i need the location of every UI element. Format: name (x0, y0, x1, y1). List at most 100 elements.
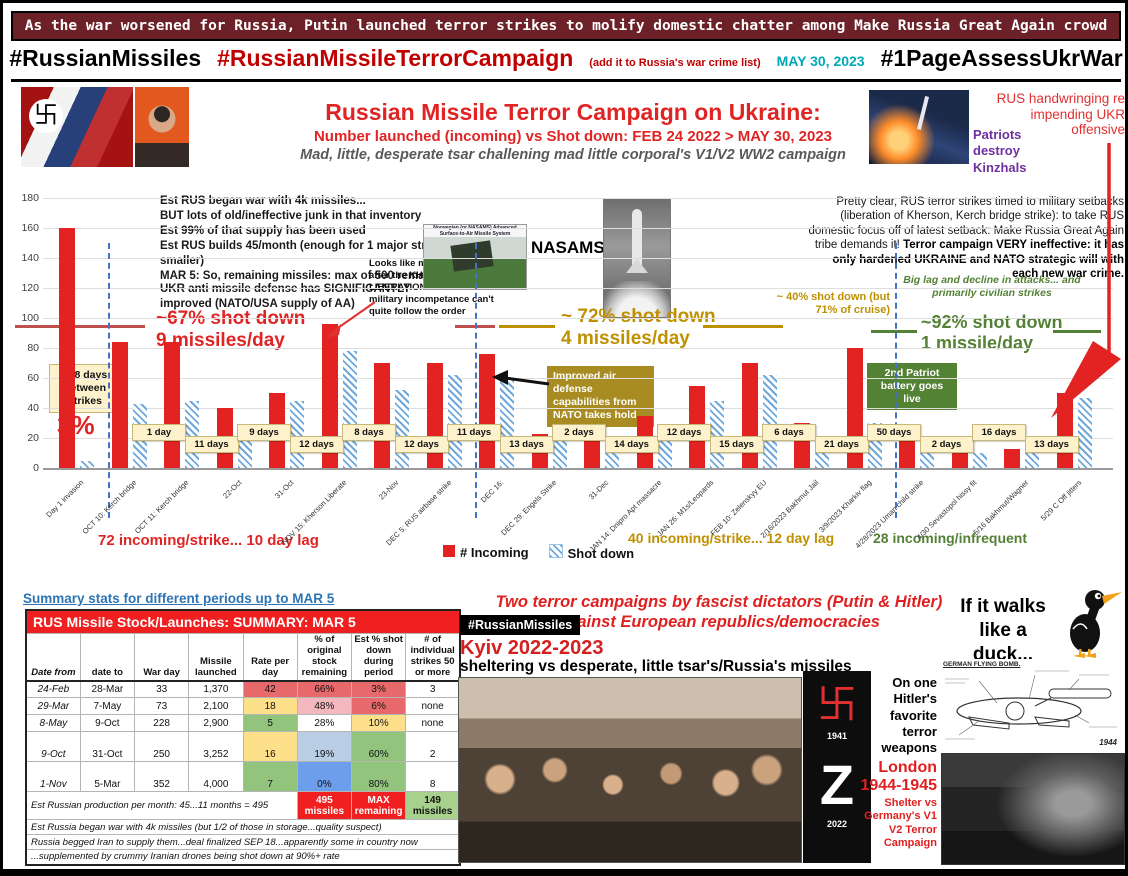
gap-label: 13 days (1024, 436, 1079, 453)
smoke-icon (604, 281, 670, 317)
period1-shotdown-note: ~67% shot down 9 missiles/day (156, 308, 306, 351)
bar-incoming (899, 441, 915, 468)
period-divider (895, 243, 897, 518)
bar-shotdown (290, 400, 304, 468)
summary-table: RUS Missile Stock/Launches: SUMMARY: MAR… (25, 609, 461, 866)
nato-air-defense-box: Improved air defense capabilities from N… (547, 366, 654, 427)
gap-label: 2 days (552, 424, 606, 441)
gap-label: 2 days (919, 436, 974, 453)
data-cell: 5 (242, 714, 298, 733)
data-cell: 2,100 (188, 697, 244, 716)
data-cell: 28-Mar (79, 680, 136, 699)
cruise-note: ~ 40% shot down (but 71% of cruise) (776, 291, 890, 317)
year-1941: 1941 (826, 731, 848, 741)
legend-shotdown: Shot down (548, 544, 634, 561)
gridline (43, 198, 1113, 199)
london-sub: Shelter vs Germany's V1 V2 Terror Campai… (864, 797, 937, 849)
period3-shotdown-note: ~92% shot down 1 missile/day (921, 312, 1063, 353)
gridline (43, 318, 1113, 319)
supply-note-line: Est 99% of that supply has been used (160, 224, 366, 237)
missile-icon (916, 96, 930, 130)
x-axis-label: JAN 26: M1s/Leopards (655, 478, 716, 539)
banner-text: As the war worsened for Russia, Putin la… (24, 18, 1108, 34)
data-cell: 73 (133, 697, 190, 716)
hashtag-1page: #1PageAssessUkrWar (880, 45, 1123, 71)
footer-remaining: 149 missiles (405, 791, 461, 821)
column-header: Date from (25, 632, 81, 682)
hashtag-russianmissiles: #RussianMissiles (9, 45, 202, 71)
gap-label: 11 days (447, 424, 501, 441)
x-axis-label: 23-Nov (377, 478, 401, 502)
bar-shotdown (447, 375, 462, 468)
trendline-green (1053, 330, 1101, 333)
gridline (43, 378, 1113, 379)
y-axis-label: 0 (33, 462, 39, 474)
bar-incoming (1004, 448, 1020, 468)
shelter-subheading: sheltering vs desperate, little tsar's/R… (460, 658, 852, 675)
column-header: Est % shot down during period (350, 632, 407, 682)
column-header: Rate per day (242, 632, 298, 682)
gap-label: 12 days (289, 436, 344, 453)
x-axis-label: 31-Oct (273, 478, 296, 501)
x-axis-label: 4/28/2023 Uman child strike (853, 478, 926, 551)
x-axis-label: 5/29 C Off jitters (1038, 478, 1084, 523)
data-cell: 5-Mar (79, 761, 136, 793)
gridline (43, 468, 1113, 470)
gap-label: 12 days (657, 424, 711, 441)
bar-incoming (1056, 393, 1073, 468)
gap-label: 9 days (237, 424, 291, 441)
data-cell: 2 (405, 731, 461, 763)
data-cell: 0% (296, 761, 353, 793)
x-axis-label: Day 1 invasion (44, 478, 86, 520)
x-axis-label: 3/9/2023 Kharkiv flag (816, 478, 874, 535)
bar-shotdown (1077, 397, 1092, 468)
data-cell: 28% (296, 714, 353, 733)
data-cell: 9-Oct (79, 714, 136, 733)
y-axis-label: 40 (27, 402, 39, 414)
y-axis-label: 160 (21, 222, 39, 234)
y-axis-label: 120 (21, 282, 39, 294)
x-axis-label: 2/16/2023 Bakhmut Jail (758, 478, 821, 540)
fascist-symbols-panel: 卐 1941 Z 2022 (803, 671, 871, 863)
data-cell: 250 (133, 731, 190, 763)
bar-incoming (59, 228, 75, 468)
gridline (43, 288, 1113, 289)
bar-shotdown (710, 400, 724, 468)
gap-label: 13 days (499, 436, 554, 453)
data-cell: 29-Mar (25, 697, 81, 716)
data-cell: 352 (133, 761, 190, 793)
v1-bomb-diagram: GERMAN FLYING BOMB. 1944 (939, 659, 1123, 749)
swastika-icon: 卐 (29, 99, 63, 133)
bar-shotdown (80, 460, 94, 468)
period-divider (475, 243, 477, 518)
bar-shotdown (185, 400, 199, 468)
duck-heading: If it walks like a duck... (960, 596, 1046, 665)
data-cell: 228 (133, 714, 190, 733)
bar-incoming (374, 363, 390, 468)
column-header: date to (79, 632, 136, 682)
page-subtitle: Number launched (incoming) vs Shot down:… (313, 128, 833, 145)
footer-max: MAX remaining (350, 791, 407, 821)
v1-bomb-sketch-icon (945, 670, 1117, 740)
trendline-gold (703, 325, 783, 328)
column-header: % of original stock remaining (296, 632, 353, 682)
bar-shotdown (762, 375, 777, 468)
data-cell: none (405, 714, 461, 733)
nasams-label: NASAMS (531, 238, 605, 257)
y-axis-label: 100 (21, 312, 39, 324)
bar-incoming (479, 354, 495, 468)
data-cell: 8-May (25, 714, 81, 733)
data-cell: 80% (350, 761, 407, 793)
column-header: Missile launched (188, 632, 244, 682)
table-note: Russia begged Iran to supply them...deal… (25, 834, 461, 851)
bottom-band (3, 869, 1125, 873)
war-crime-note: (add it to Russia's war crime list) (589, 57, 761, 69)
page-tagline: Mad, little, desperate tsar challening m… (300, 147, 846, 163)
bar-shotdown (815, 450, 829, 468)
data-cell: 3,252 (188, 731, 244, 763)
data-cell: 66% (296, 680, 353, 699)
data-cell: 8 (405, 761, 461, 793)
bar-incoming (321, 324, 338, 468)
bar-shotdown (1025, 451, 1039, 468)
bar-shotdown (552, 441, 567, 468)
